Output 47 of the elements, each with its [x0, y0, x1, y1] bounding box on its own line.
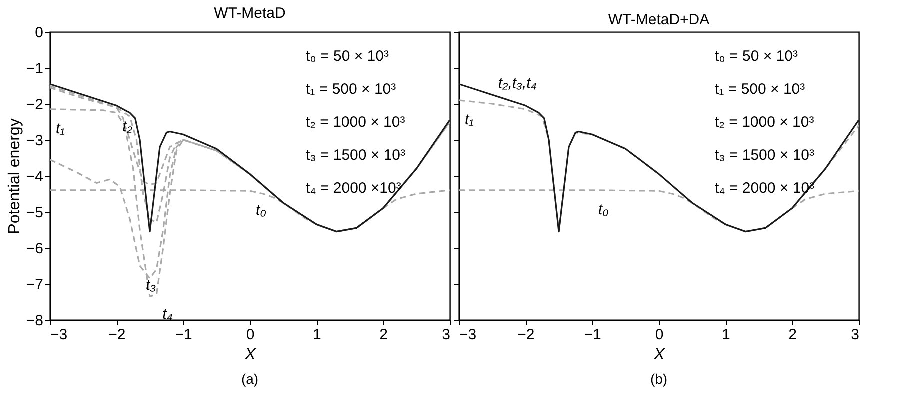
annotation: t₁: [465, 111, 474, 128]
y-tick-label: −2: [26, 96, 44, 114]
x-tick-label: −2: [518, 326, 535, 344]
x-tick-label: 1: [312, 326, 322, 344]
y-tick-label: −8: [26, 312, 44, 330]
x-tick-label: −1: [584, 326, 602, 344]
annotation: t₁ = 500 × 10³: [715, 81, 806, 98]
chart-title: WT-MetaD: [214, 5, 286, 22]
x-axis-title: X: [244, 346, 258, 364]
annotation: t₁: [56, 120, 66, 138]
annotation: t₀ = 50 × 10³: [306, 48, 389, 65]
y-tick-label: −5: [26, 204, 44, 222]
annotation: t₃ = 1500 × 10³: [715, 147, 815, 164]
annotation: t₀ = 50 × 10³: [715, 48, 798, 65]
annotation: t₂: [122, 118, 133, 136]
x-axis-title: X: [653, 346, 666, 364]
x-tick-label: −1: [175, 326, 192, 344]
x-tick-label: 0: [655, 326, 664, 344]
y-tick-label: −3: [26, 132, 44, 150]
annotation: t₄ = 2000 ×10³: [306, 180, 402, 197]
x-tick-label: −2: [108, 326, 126, 344]
annotation: t₃ = 1500 × 10³: [306, 147, 406, 164]
y-tick-label: 0: [35, 24, 44, 42]
annotation: t₀: [598, 201, 609, 218]
x-tick-label: 2: [380, 326, 388, 344]
annotation: t₂ = 1000 × 10³: [306, 114, 406, 131]
annotation: t₀: [256, 202, 266, 220]
x-tick-label: 2: [788, 326, 798, 344]
y-tick-label: −1: [26, 60, 44, 78]
x-tick-label: 3: [851, 326, 860, 344]
x-tick-label: 0: [246, 326, 255, 344]
x-tick-label: 1: [722, 326, 730, 344]
y-tick-label: −4: [26, 168, 44, 186]
annotation: t₄: [162, 306, 173, 323]
annotation: t₂,t₃,t₄: [498, 75, 537, 92]
text: (a): [241, 371, 259, 387]
x-tick-label: −3: [460, 326, 477, 344]
y-tick-label: −7: [26, 276, 44, 294]
x-tick-label: 3: [442, 326, 450, 344]
annotation: t₂ = 1000 × 10³: [715, 114, 814, 131]
annotation: t₁ = 500 × 10³: [306, 81, 396, 98]
text: (b): [650, 371, 668, 387]
x-tick-label: −3: [50, 326, 68, 344]
chart-title: WT-MetaD+DA: [608, 12, 710, 28]
y-axis-title: Potential energy: [6, 118, 24, 234]
annotation: t₃: [146, 277, 156, 294]
y-tick-label: −6: [26, 240, 44, 258]
